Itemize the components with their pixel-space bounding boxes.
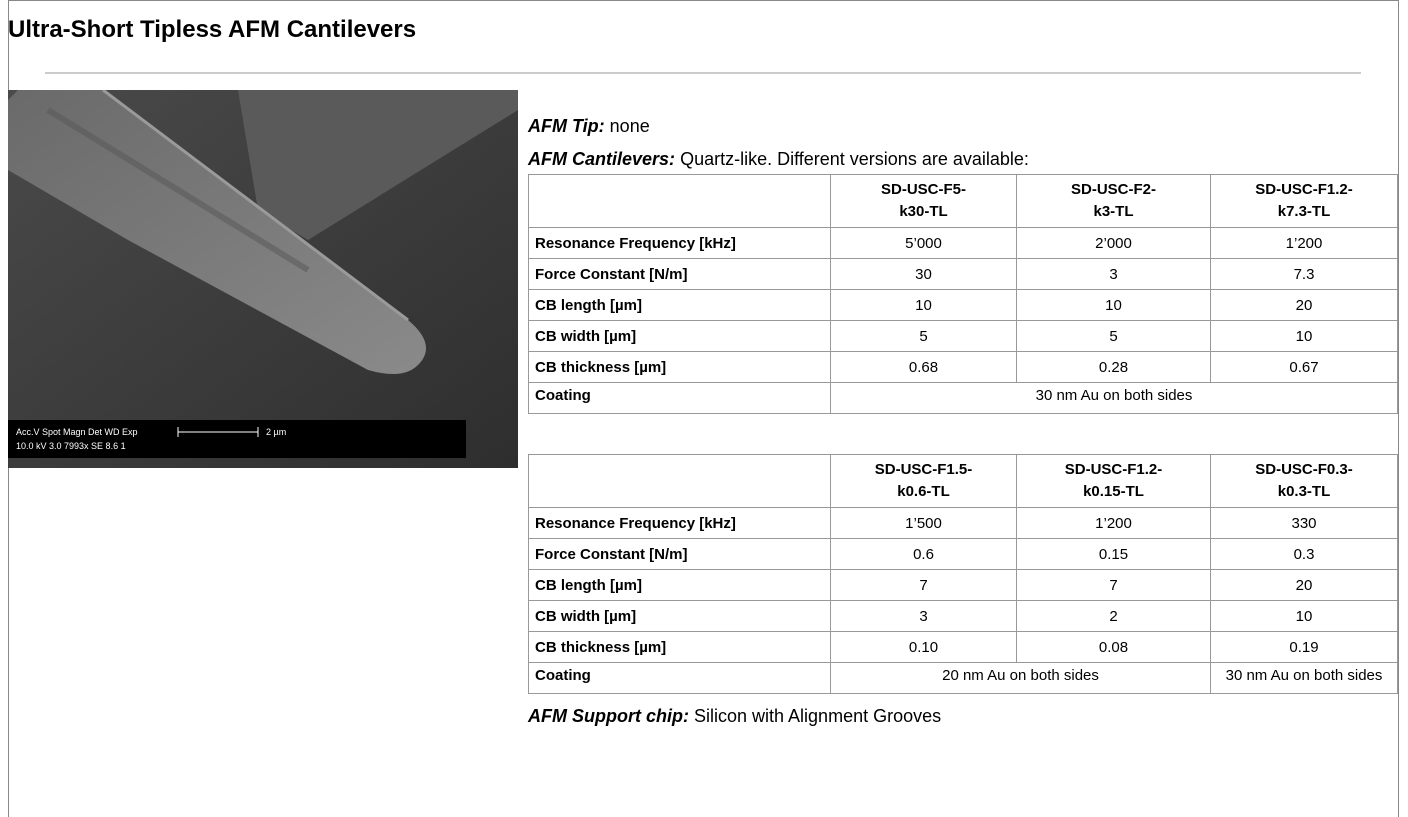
header-line: SD-USC-F1.5-: [837, 459, 1010, 481]
row-label: Resonance Frequency [kHz]: [529, 508, 831, 539]
header-line: k0.15-TL: [1023, 481, 1204, 503]
row-label: CB thickness [µm]: [529, 352, 831, 383]
column-header: SD-USC-F0.3-k0.3-TL: [1211, 455, 1398, 508]
cell: 3: [1017, 259, 1211, 290]
divider: [45, 72, 1361, 74]
header-line: k30-TL: [837, 201, 1010, 223]
row-label: CB thickness [µm]: [529, 632, 831, 663]
page-title: Ultra-Short Tipless AFM Cantilevers: [8, 16, 416, 44]
header-line: SD-USC-F5-: [837, 179, 1010, 201]
cell: 1’200: [1017, 508, 1211, 539]
cell: 30 nm Au on both sides: [1211, 663, 1398, 694]
row-label: Resonance Frequency [kHz]: [529, 228, 831, 259]
header-line: SD-USC-F1.2-: [1217, 179, 1391, 201]
cell: 30: [831, 259, 1017, 290]
page: {"header": {"title": "Ultra-Short Tiples…: [0, 0, 1408, 817]
row-label: Coating: [529, 663, 831, 694]
field-label: AFM Cantilevers:: [528, 149, 675, 169]
header-line: k7.3-TL: [1217, 201, 1391, 223]
support-line: AFM Support chip: Silicon with Alignment…: [528, 706, 1398, 727]
cell: 0.10: [831, 632, 1017, 663]
cell: 10: [1017, 290, 1211, 321]
cell: 1’200: [1211, 228, 1398, 259]
header-line: k0.3-TL: [1217, 481, 1391, 503]
cell: 2’000: [1017, 228, 1211, 259]
scale-label: 2 µm: [266, 427, 286, 437]
cell: 0.08: [1017, 632, 1211, 663]
row-label: CB width [µm]: [529, 601, 831, 632]
cell: 3: [831, 601, 1017, 632]
cantilever-line: AFM Cantilevers: Quartz-like. Different …: [528, 149, 1398, 170]
cell: 5: [1017, 321, 1211, 352]
cell: 0.67: [1211, 352, 1398, 383]
field-label: AFM Support chip:: [528, 706, 689, 726]
row-label: CB length [µm]: [529, 290, 831, 321]
cell: 0.6: [831, 539, 1017, 570]
cell: 0.3: [1211, 539, 1398, 570]
column-header: SD-USC-F1.2-k7.3-TL: [1211, 175, 1398, 228]
cell: 5’000: [831, 228, 1017, 259]
row-label: CB length [µm]: [529, 570, 831, 601]
cell: 7: [1017, 570, 1211, 601]
cell: 0.15: [1017, 539, 1211, 570]
corner-cell: [529, 175, 831, 228]
row-label: Coating: [529, 383, 831, 414]
cell: 0.19: [1211, 632, 1398, 663]
cell: 20 nm Au on both sides: [831, 663, 1211, 694]
field-value: Quartz-like. Different versions are avai…: [680, 149, 1029, 169]
cell: 10: [1211, 601, 1398, 632]
cell: 10: [831, 290, 1017, 321]
header-line: k3-TL: [1023, 201, 1204, 223]
cell: 0.28: [1017, 352, 1211, 383]
cell: 7.3: [1211, 259, 1398, 290]
cell: 5: [831, 321, 1017, 352]
header-line: k0.6-TL: [837, 481, 1010, 503]
column-header: SD-USC-F2-k3-TL: [1017, 175, 1211, 228]
column-header: SD-USC-F5-k30-TL: [831, 175, 1017, 228]
cell: 10: [1211, 321, 1398, 352]
row-label: Force Constant [N/m]: [529, 259, 831, 290]
column-header: SD-USC-F1.5-k0.6-TL: [831, 455, 1017, 508]
header-line: SD-USC-F0.3-: [1217, 459, 1391, 481]
cell: 330: [1211, 508, 1398, 539]
row-label: CB width [µm]: [529, 321, 831, 352]
field-value: Silicon with Alignment Grooves: [694, 706, 941, 726]
image-info: 10.0 kV 3.0 7993x SE 8.6 1: [16, 441, 126, 451]
cell: 30 nm Au on both sides: [831, 383, 1398, 414]
image-info: Acc.V Spot Magn Det WD Exp: [16, 427, 138, 437]
column-header: SD-USC-F1.2-k0.15-TL: [1017, 455, 1211, 508]
sem-image: Acc.V Spot Magn Det WD Exp 10.0 kV 3.0 7…: [8, 90, 518, 468]
header-line: SD-USC-F1.2-: [1023, 459, 1204, 481]
cell: 20: [1211, 290, 1398, 321]
cell: 20: [1211, 570, 1398, 601]
cell: 2: [1017, 601, 1211, 632]
spec-column: AFM Tip: none AFM Cantilevers: Quartz-li…: [528, 116, 1398, 739]
cell: 0.68: [831, 352, 1017, 383]
field-value: none: [610, 116, 650, 136]
header-line: SD-USC-F2-: [1023, 179, 1204, 201]
cell: 7: [831, 570, 1017, 601]
row-label: Force Constant [N/m]: [529, 539, 831, 570]
corner-cell: [529, 455, 831, 508]
tip-line: AFM Tip: none: [528, 116, 1398, 137]
cell: 1’500: [831, 508, 1017, 539]
field-label: AFM Tip:: [528, 116, 605, 136]
